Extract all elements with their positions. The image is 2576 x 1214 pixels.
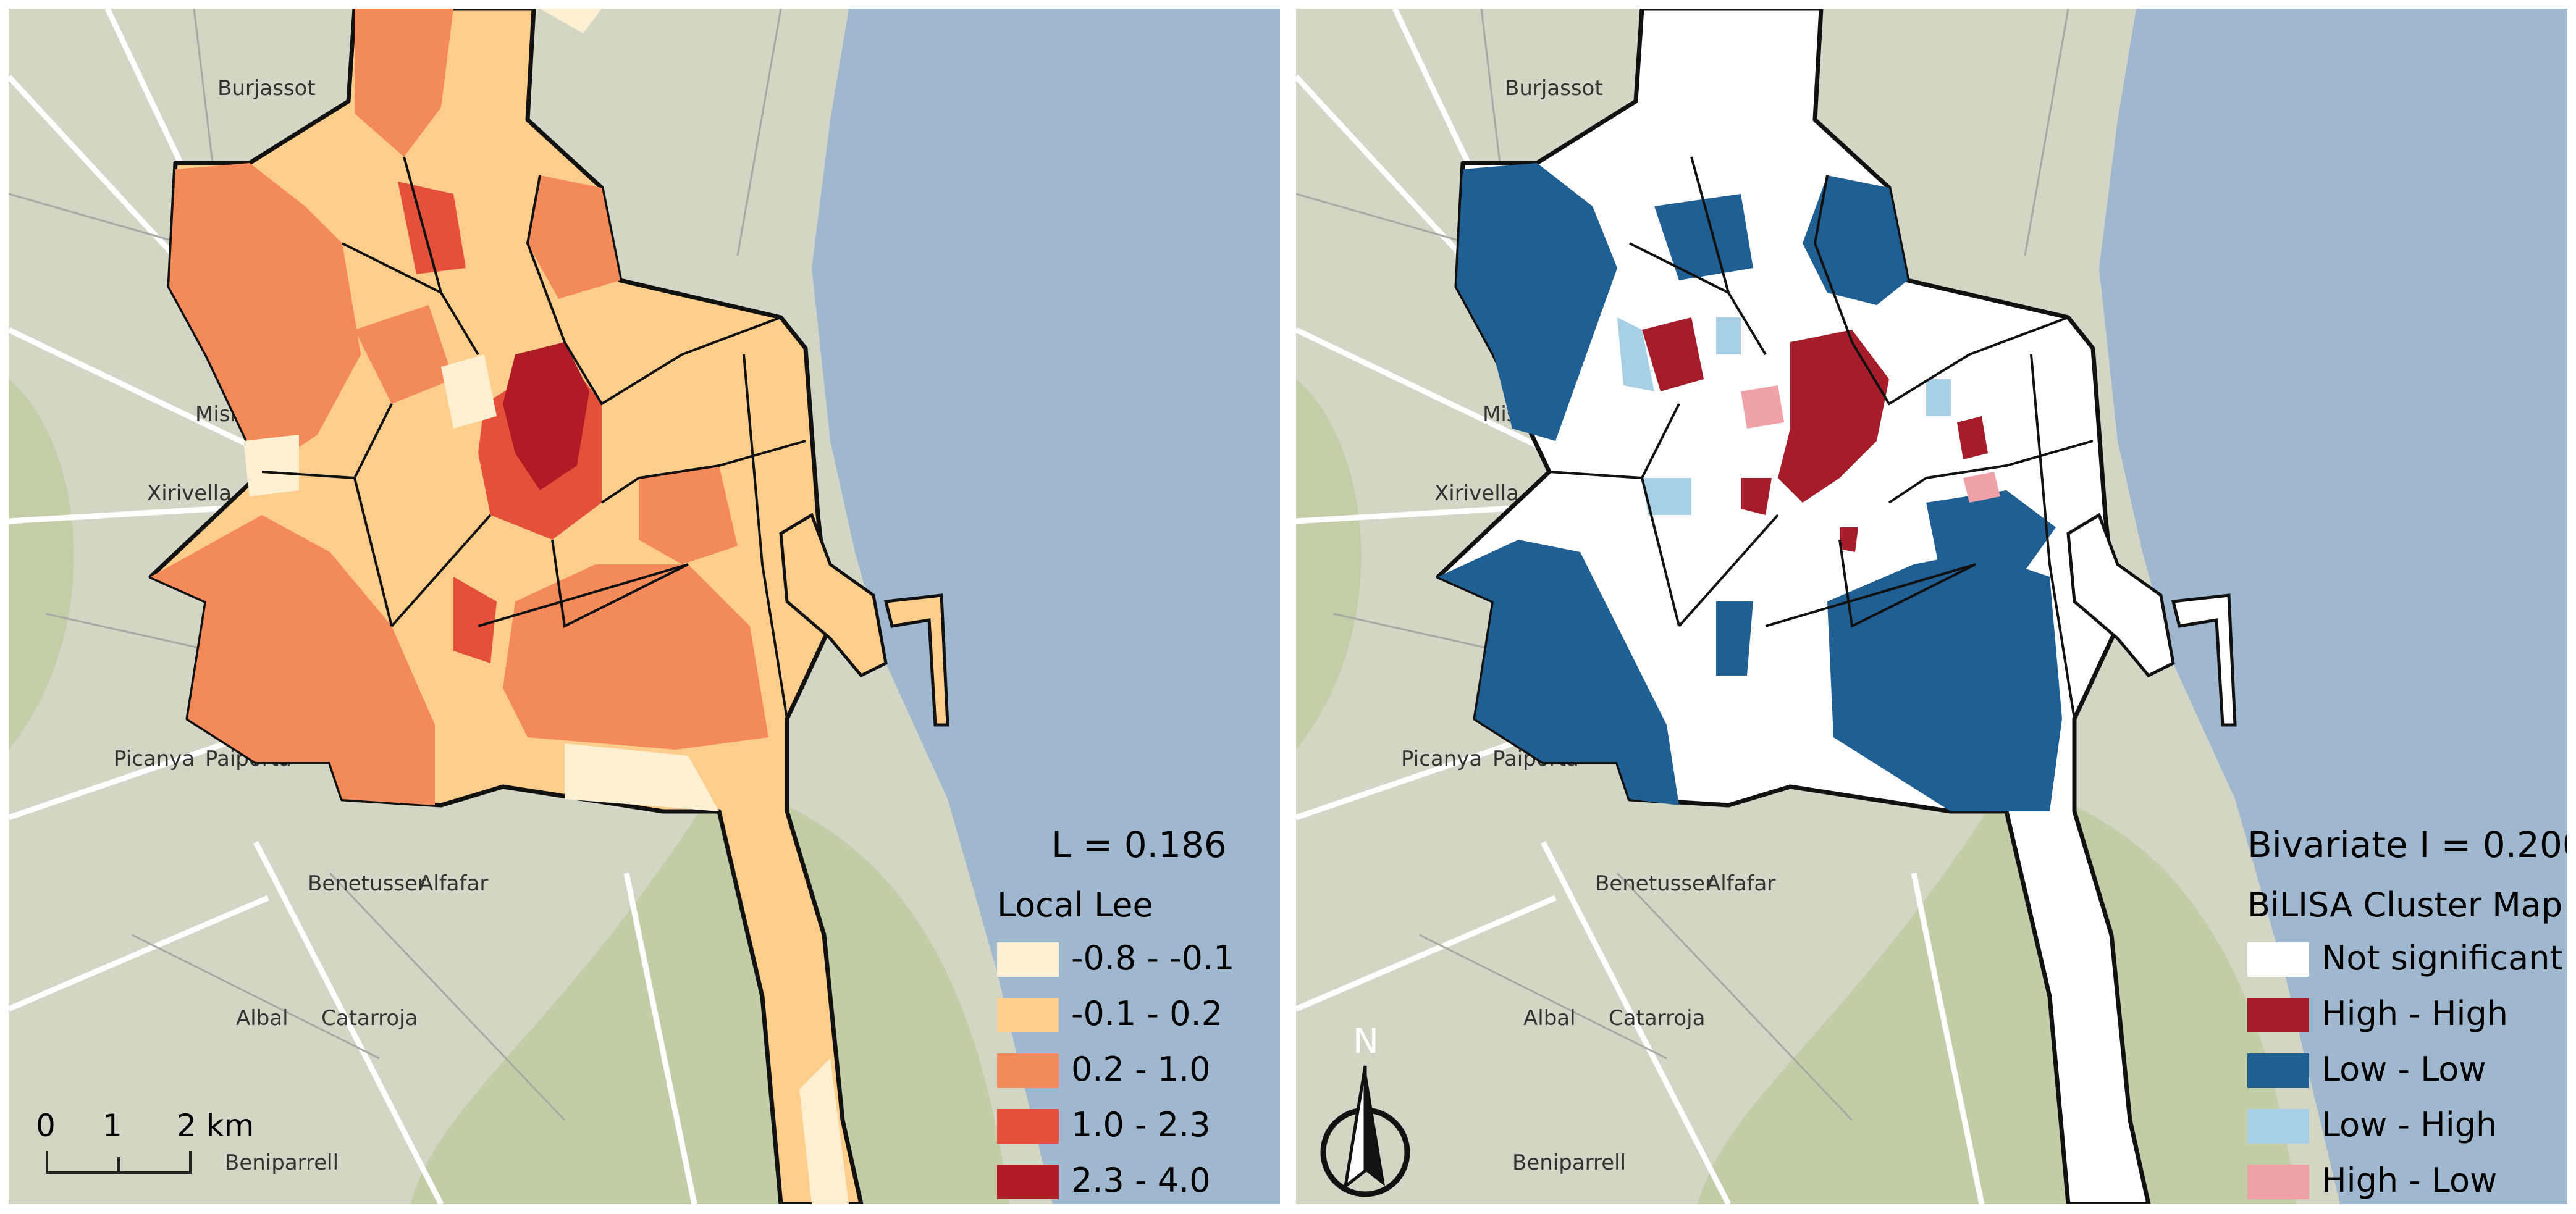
legend-label: High - High xyxy=(2321,994,2509,1033)
district-class-1-west[interactable] xyxy=(243,435,299,496)
town-label-xirivella: Xirivella xyxy=(147,481,232,506)
legend-label: 0.2 - 1.0 xyxy=(1071,1050,1211,1089)
town-label-xirivella: Xirivella xyxy=(1434,481,1519,506)
bilisa-legend: Bivariate I = 0.200 BiLISA Cluster Map N… xyxy=(2247,824,2567,1200)
vegetation-area xyxy=(1698,781,2297,1204)
legend-label: High - Low xyxy=(2321,1161,2498,1200)
scale-bar: 0 1 2 km xyxy=(36,1108,254,1182)
district-boundaries xyxy=(261,156,806,719)
cluster-high-high-east[interactable] xyxy=(1957,416,1988,459)
town-label-alfafar: Alfafar xyxy=(1706,871,1775,896)
port-area xyxy=(779,513,888,678)
cluster-high-high-west[interactable] xyxy=(1642,317,1704,391)
legend-label: Low - Low xyxy=(2321,1050,2486,1089)
town-label-burjassot: Burjassot xyxy=(217,76,316,101)
town-label-catarroja: Catarroja xyxy=(321,1006,418,1031)
legend-swatch xyxy=(997,1165,1059,1199)
town-label-picanya: Picanya xyxy=(114,747,195,771)
cluster-low-low-north[interactable] xyxy=(1654,194,1753,280)
vegetation-area-west xyxy=(9,379,74,750)
district-class-3-east[interactable] xyxy=(639,466,738,564)
cluster-low-low-northeast[interactable] xyxy=(1803,175,1908,305)
cluster-high-low-east[interactable] xyxy=(1963,472,2000,503)
bilisa-cluster-map[interactable]: Burjassot Mislata Xirivella Picanya Paip… xyxy=(1296,9,2567,1204)
cluster-high-high-southwest[interactable] xyxy=(1741,478,1772,515)
district-class-5-old-town[interactable] xyxy=(503,342,589,490)
legend-label: Low - High xyxy=(2321,1105,2498,1144)
district-class-4-southeast[interactable] xyxy=(453,577,497,663)
legend-swatch xyxy=(2247,998,2309,1032)
bilisa-cluster-map-panel[interactable]: Burjassot Mislata Xirivella Picanya Paip… xyxy=(1296,9,2567,1204)
road-network-minor xyxy=(1296,9,2069,1121)
cluster-high-high-south[interactable] xyxy=(1840,527,1858,552)
legend-label: -0.8 - -0.1 xyxy=(1071,939,1235,977)
local-lee-map-panel[interactable]: Burjassot Mislata Xirivella Picanya Paip… xyxy=(9,9,1280,1204)
district-class-4-north[interactable] xyxy=(398,182,466,274)
legend-swatch xyxy=(2247,1109,2309,1144)
town-label-albal: Albal xyxy=(1523,1006,1576,1031)
legend-title: Local Lee xyxy=(997,885,1153,924)
town-label-albal: Albal xyxy=(236,1006,288,1031)
district-class-3-south[interactable] xyxy=(503,564,768,750)
legend-swatch xyxy=(997,998,1059,1032)
district-class-1-southeast[interactable] xyxy=(565,743,719,811)
town-label-beniparrell: Beniparrell xyxy=(1512,1150,1626,1175)
vegetation-area xyxy=(410,781,1009,1204)
scale-tick-2: 2 km xyxy=(177,1108,255,1144)
north-arrow-label: N xyxy=(1353,1021,1379,1061)
cluster-low-high-west[interactable] xyxy=(1617,317,1654,391)
cluster-low-high-southwest[interactable] xyxy=(1642,478,1691,515)
bivariate-statistic: Bivariate I = 0.200 xyxy=(2247,824,2567,866)
district-class-3-north[interactable] xyxy=(355,9,453,157)
legend-swatch xyxy=(2247,1165,2309,1199)
north-arrow-icon xyxy=(1320,1065,1410,1197)
district-class-3-northeast[interactable] xyxy=(528,175,620,299)
legend-label: 1.0 - 2.3 xyxy=(1071,1105,1211,1144)
town-label-benetusser: Benetusser xyxy=(1595,871,1714,896)
legend-label: 2.3 - 4.0 xyxy=(1071,1161,1211,1200)
town-label-benetusser: Benetusser xyxy=(308,871,426,896)
legend-label: Not significant xyxy=(2321,939,2563,977)
port-breakwater xyxy=(2171,593,2237,727)
cluster-low-high-east[interactable] xyxy=(1926,379,1951,416)
port-area xyxy=(2066,513,2175,678)
district-class-3-centralwest[interactable] xyxy=(355,305,453,404)
cluster-low-low-east[interactable] xyxy=(1926,490,2056,571)
scale-tick-0: 0 xyxy=(36,1108,56,1144)
district-class-3-northwest[interactable] xyxy=(169,163,361,472)
district-class-1-central[interactable] xyxy=(441,354,497,429)
cluster-high-low-center[interactable] xyxy=(1741,385,1784,429)
local-lee-legend: L = 0.186 Local Lee -0.8 - -0.1 -0.1 - 0… xyxy=(997,824,1275,1200)
cluster-low-low-southwest[interactable] xyxy=(1438,540,1679,805)
district-class-1-north[interactable] xyxy=(540,9,602,33)
local-lee-map[interactable]: Burjassot Mislata Xirivella Picanya Paip… xyxy=(9,9,1280,1204)
town-label-picanya: Picanya xyxy=(1401,747,1482,771)
town-label-beniparrell: Beniparrell xyxy=(225,1150,339,1175)
lee-statistic: L = 0.186 xyxy=(1051,824,1227,866)
legend-swatch xyxy=(997,1053,1059,1088)
town-label-burjassot: Burjassot xyxy=(1505,76,1603,101)
legend-label: -0.1 - 0.2 xyxy=(1071,994,1223,1033)
vegetation-area-west xyxy=(1296,379,1362,750)
cluster-low-low-south[interactable] xyxy=(1716,601,1753,676)
town-label-alfafar: Alfafar xyxy=(419,871,488,896)
scale-tick-1: 1 xyxy=(103,1108,122,1144)
town-label-catarroja: Catarroja xyxy=(1609,1006,1705,1031)
legend-swatch xyxy=(997,942,1059,977)
cluster-high-high-center[interactable] xyxy=(1778,330,1889,503)
district-boundaries xyxy=(1549,156,2094,719)
legend-title: BiLISA Cluster Map xyxy=(2247,885,2563,924)
port-breakwater xyxy=(883,593,949,727)
scale-bar-line xyxy=(46,1151,192,1174)
north-arrow: N xyxy=(1308,1021,1426,1200)
legend-swatch xyxy=(2247,942,2309,977)
district-class-1-south-coast[interactable] xyxy=(799,1058,849,1204)
cluster-low-high-central[interactable] xyxy=(1716,317,1741,354)
cluster-low-low-northwest[interactable] xyxy=(1457,163,1617,441)
legend-swatch xyxy=(2247,1053,2309,1088)
district-class-3-southwest[interactable] xyxy=(151,515,435,805)
legend-swatch xyxy=(997,1109,1059,1144)
cluster-low-low-southeast[interactable] xyxy=(1827,552,2062,811)
